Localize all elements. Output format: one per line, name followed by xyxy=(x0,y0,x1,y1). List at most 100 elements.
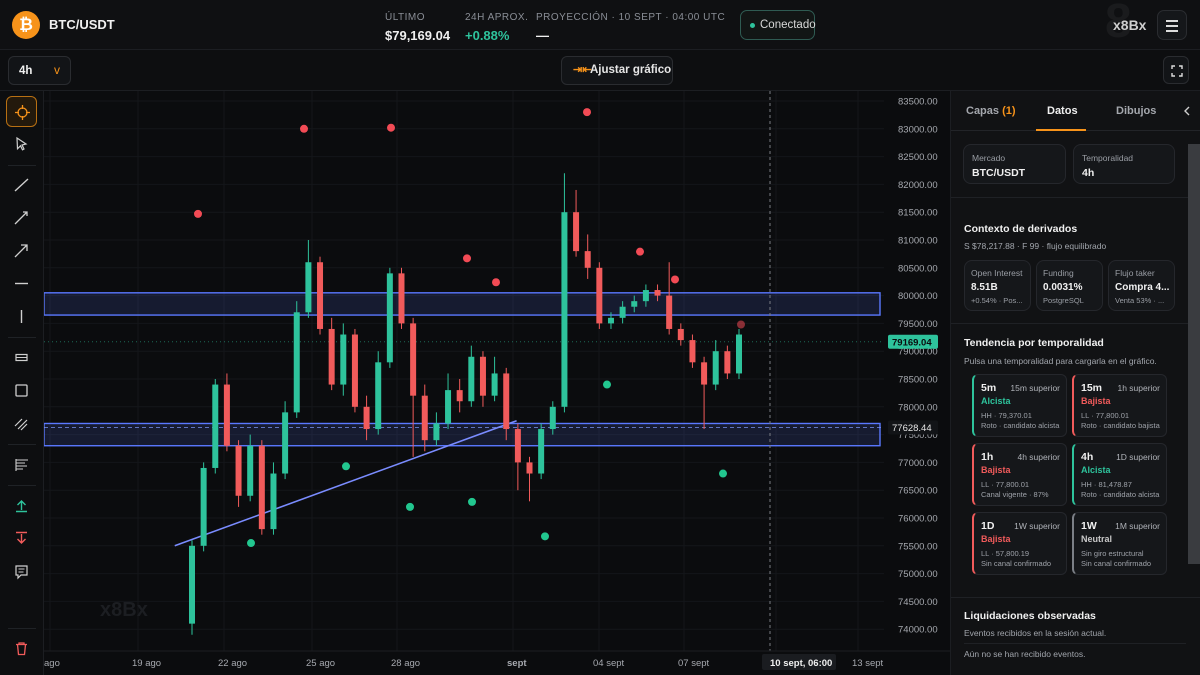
candle xyxy=(340,334,347,385)
trend-l2: Sin canal confirmado xyxy=(981,559,1052,568)
trend-card-1w[interactable]: 1W 1M superior Neutral Sin giro estructural… xyxy=(1072,512,1167,575)
chart-canvas[interactable]: x8Bx 83500.00 83000.00 82500.00 82000.00 8150… xyxy=(43,91,950,675)
candle xyxy=(468,356,475,402)
arrow-icon xyxy=(14,244,28,258)
tab-data[interactable]: Datos xyxy=(1047,105,1078,117)
crosshair-tool[interactable] xyxy=(6,96,37,127)
pivot-high-marker xyxy=(300,124,308,133)
trend-tf: 1h xyxy=(981,451,994,463)
candle xyxy=(712,351,719,385)
y-tick-label: 74500.00 xyxy=(898,597,938,608)
vertical-line-icon xyxy=(20,310,23,323)
trend-sup: 1D superior xyxy=(1116,452,1160,462)
pivot-high-marker xyxy=(387,123,395,132)
trend-card-1h[interactable]: 1h 4h superior Bajista LL · 77,800.01 Canal … xyxy=(972,443,1067,506)
candle xyxy=(701,362,708,385)
fullscreen-icon xyxy=(1171,65,1183,77)
trend-l1: Sin giro estructural xyxy=(1081,549,1144,558)
long-position-tool[interactable] xyxy=(6,490,37,521)
candle xyxy=(398,273,405,324)
note-tool[interactable] xyxy=(6,556,37,587)
trend-card-4h[interactable]: 4h 1D superior Alcista HH · 81,478.87 Roto ·… xyxy=(1072,443,1167,506)
x-tick-label: 22 ago xyxy=(218,658,247,669)
trend-card-15m[interactable]: 15m 1h superior Bajista LL · 77,800.01 Roto … xyxy=(1072,374,1167,437)
timeframe-card-value: 4h xyxy=(1082,167,1095,179)
candle xyxy=(328,328,335,385)
trend-tf: 4h xyxy=(1081,451,1094,463)
y-tick-label: 78000.00 xyxy=(898,402,938,413)
level-tag-box xyxy=(888,420,938,435)
pivot-low-marker xyxy=(342,462,350,471)
fullscreen-button[interactable] xyxy=(1163,56,1189,84)
tool-separator xyxy=(8,628,36,629)
connection-status-label: Conectado xyxy=(760,19,816,31)
rectangle-band-icon xyxy=(15,353,28,362)
candle xyxy=(666,295,673,329)
horizontal-line-tool[interactable] xyxy=(6,268,37,299)
rectangle-band-tool[interactable] xyxy=(6,342,37,373)
trend-l2: Roto · candidato alcista xyxy=(1081,490,1160,499)
trend-sup: 15m superior xyxy=(1010,383,1060,393)
channel-tool[interactable] xyxy=(6,408,37,439)
delete-drawings-button[interactable] xyxy=(6,633,37,664)
trend-st: Bajista xyxy=(981,534,1011,544)
trend-title: Tendencia por temporalidad xyxy=(964,337,1104,349)
candle xyxy=(247,445,254,496)
tab-drawings[interactable]: Dibujos xyxy=(1116,105,1156,117)
rectangle-tool[interactable] xyxy=(6,375,37,406)
candle xyxy=(491,373,498,396)
fib-levels-tool[interactable] xyxy=(6,449,37,480)
candle xyxy=(584,251,591,268)
pivot-low-marker xyxy=(247,539,255,548)
timeframe-value: 4h xyxy=(19,65,33,77)
change-value: +0.88% xyxy=(465,28,510,43)
long-position-icon xyxy=(16,500,27,513)
divider xyxy=(964,643,1186,644)
candle xyxy=(503,373,510,430)
trend-card-1d[interactable]: 1D 1W superior Bajista LL · 57,800.19 Sin ca… xyxy=(972,512,1067,575)
trend-st: Alcista xyxy=(1081,465,1111,475)
timeframe-select[interactable]: 4h v xyxy=(8,56,71,85)
candle xyxy=(724,351,731,374)
candle xyxy=(654,290,661,296)
horizontal-line-icon xyxy=(15,282,28,285)
tab-data-label: Datos xyxy=(1047,105,1078,117)
trend-l1: LL · 77,800.01 xyxy=(1081,411,1130,420)
candle xyxy=(293,312,300,413)
chevron-left-icon[interactable] xyxy=(1180,104,1194,118)
vertical-line-tool[interactable] xyxy=(6,301,37,332)
support-resistance-zone xyxy=(43,292,881,316)
candle xyxy=(200,467,207,546)
candle xyxy=(596,267,603,324)
ray-tool[interactable] xyxy=(6,202,37,233)
short-position-tool[interactable] xyxy=(6,523,37,554)
tab-layers[interactable]: Capas (1) xyxy=(966,105,1016,117)
connection-status-button[interactable]: Conectado xyxy=(740,10,816,40)
y-tick-label: 75000.00 xyxy=(898,569,938,580)
level-tag: 77628.44 xyxy=(892,423,932,434)
derivatives-subtitle: S $78,217.88 · F 99 · flujo equilibrado xyxy=(964,241,1107,251)
pivot-high-marker xyxy=(194,209,202,218)
liquidations-title: Liquidaciones observadas xyxy=(964,610,1096,622)
candle xyxy=(479,356,486,396)
arrow-tool[interactable] xyxy=(6,235,37,266)
price-chart[interactable]: x8Bx 83500.00 83000.00 82500.00 82000.00 8150… xyxy=(43,91,950,675)
trend-sup: 1M superior xyxy=(1115,521,1160,531)
menu-button[interactable] xyxy=(1157,10,1187,40)
trend-l1: LL · 57,800.19 xyxy=(981,549,1030,558)
panel-scrollbar[interactable] xyxy=(1188,144,1200,564)
price-tag-box xyxy=(888,334,938,349)
liquidations-empty: Aún no se han recibido eventos. xyxy=(964,649,1086,659)
trend-tf: 1W xyxy=(1081,520,1097,532)
price-tag: 79169.04 xyxy=(892,337,932,348)
y-tick-label: 76500.00 xyxy=(898,486,938,497)
pivot-high-marker xyxy=(492,278,500,287)
pivot-low-marker xyxy=(603,380,611,389)
cursor-tool[interactable] xyxy=(6,129,37,160)
candle xyxy=(351,334,358,407)
fit-chart-button[interactable]: ⇥⇤ Ajustar gráfico xyxy=(561,56,673,85)
trend-card-5m[interactable]: 5m 15m superior Alcista HH · 79,370.01 Roto … xyxy=(972,374,1067,437)
candle xyxy=(258,445,265,530)
trend-line-icon xyxy=(14,178,29,192)
trend-line-tool[interactable] xyxy=(6,169,37,200)
